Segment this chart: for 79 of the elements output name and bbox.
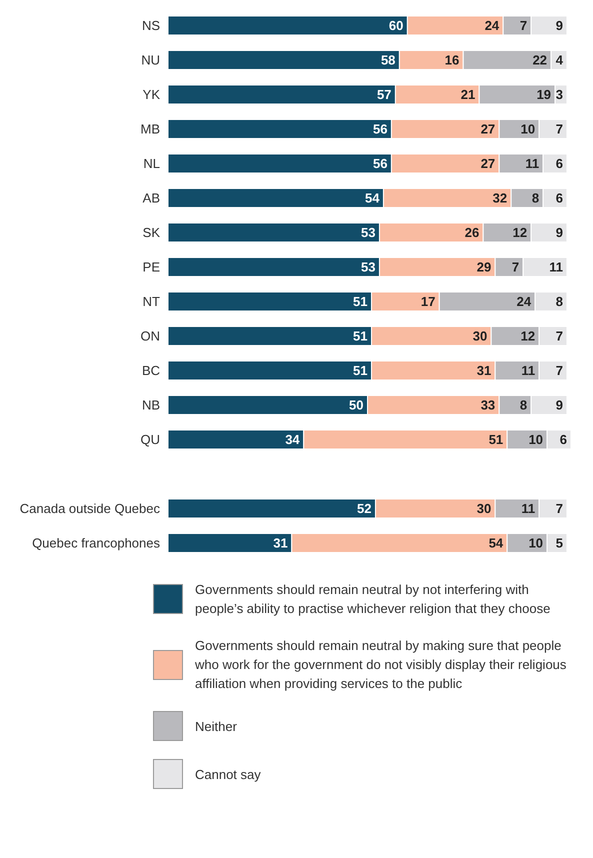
legend-label: Neither bbox=[195, 718, 238, 736]
data-label: 6 bbox=[556, 156, 564, 172]
data-label: 56 bbox=[372, 156, 388, 172]
data-label: 60 bbox=[388, 18, 404, 34]
data-label: 50 bbox=[349, 398, 364, 413]
y-tick-label: NT bbox=[142, 294, 160, 309]
data-label: 29 bbox=[476, 260, 492, 275]
data-label: 7 bbox=[556, 363, 564, 378]
data-label: 27 bbox=[480, 156, 496, 172]
y-tick-label: Canada outside Quebec bbox=[20, 500, 160, 516]
data-label: 26 bbox=[464, 225, 480, 240]
data-label: 51 bbox=[353, 328, 368, 344]
data-label: 11 bbox=[521, 363, 536, 378]
data-label: 10 bbox=[520, 122, 536, 137]
legend-label: Cannot say bbox=[195, 766, 262, 784]
y-tick-label: QU bbox=[140, 432, 160, 447]
data-label: 8 bbox=[520, 398, 528, 413]
data-label: 52 bbox=[357, 501, 372, 516]
data-label: 16 bbox=[444, 52, 460, 68]
y-tick-label: NU bbox=[141, 52, 160, 68]
data-label: 7 bbox=[556, 501, 564, 516]
data-label: 56 bbox=[372, 122, 388, 137]
data-label: 5 bbox=[556, 536, 564, 551]
data-label: 7 bbox=[556, 328, 564, 344]
data-label: 54 bbox=[364, 190, 380, 206]
data-label: 51 bbox=[353, 363, 368, 378]
y-tick-label: NL bbox=[143, 156, 160, 171]
data-label: 9 bbox=[556, 398, 564, 413]
data-label: 12 bbox=[520, 328, 536, 344]
legend-label: Governments should remain neutral by not interfering with people’s ability to practise whichever religion that they choose bbox=[195, 581, 552, 618]
data-label: 31 bbox=[476, 363, 492, 378]
data-label: 8 bbox=[532, 190, 540, 206]
y-tick-label: BC bbox=[142, 362, 160, 378]
data-label: 17 bbox=[420, 294, 436, 310]
data-label: 9 bbox=[556, 225, 564, 240]
data-label: 10 bbox=[528, 536, 544, 551]
data-label: 51 bbox=[353, 294, 368, 310]
data-label: 7 bbox=[520, 18, 528, 34]
data-label: 11 bbox=[525, 156, 540, 172]
y-tick-label: NS bbox=[142, 18, 160, 33]
y-tick-label: NB bbox=[142, 397, 160, 412]
data-label: 6 bbox=[556, 190, 564, 206]
data-label: 57 bbox=[376, 87, 392, 102]
data-label: 10 bbox=[528, 432, 544, 448]
data-label: 11 bbox=[521, 501, 536, 516]
y-tick-label: PE bbox=[142, 259, 160, 274]
data-label: 3 bbox=[556, 87, 564, 102]
data-label: 51 bbox=[488, 432, 504, 448]
data-label: 54 bbox=[488, 536, 504, 551]
data-label: 31 bbox=[273, 536, 288, 551]
data-label: 6 bbox=[560, 432, 567, 448]
y-tick-label: ON bbox=[140, 328, 160, 344]
data-label: 24 bbox=[516, 294, 532, 310]
data-label: 34 bbox=[285, 432, 300, 448]
data-label: 7 bbox=[512, 260, 520, 275]
data-label: 7 bbox=[556, 122, 564, 137]
data-label: 32 bbox=[492, 190, 508, 206]
data-label: 30 bbox=[476, 501, 492, 516]
data-label: 11 bbox=[549, 260, 564, 275]
data-label: 21 bbox=[460, 87, 476, 102]
data-label: 53 bbox=[361, 225, 376, 240]
data-label: 24 bbox=[484, 18, 500, 34]
y-tick-label: MB bbox=[140, 121, 160, 136]
data-label: 12 bbox=[512, 225, 528, 240]
legend-label: Governments should remain neutral by making sure that people who work for the government do not visibly display their religious affiliation when providing services to the public bbox=[195, 637, 568, 693]
y-tick-label: YK bbox=[142, 86, 160, 102]
data-label: 33 bbox=[480, 398, 496, 413]
y-tick-label: Quebec francophones bbox=[32, 535, 160, 550]
data-label: 4 bbox=[556, 52, 564, 68]
data-label: 53 bbox=[361, 260, 376, 275]
y-tick-label: AB bbox=[142, 190, 160, 206]
data-label: 30 bbox=[472, 328, 488, 344]
data-label: 19 bbox=[536, 87, 552, 102]
y-tick-label: SK bbox=[142, 224, 160, 240]
data-label: 22 bbox=[532, 52, 548, 68]
data-label: 58 bbox=[380, 52, 396, 68]
data-label: 9 bbox=[556, 18, 564, 34]
data-label: 27 bbox=[480, 122, 496, 137]
data-label: 8 bbox=[556, 294, 564, 310]
